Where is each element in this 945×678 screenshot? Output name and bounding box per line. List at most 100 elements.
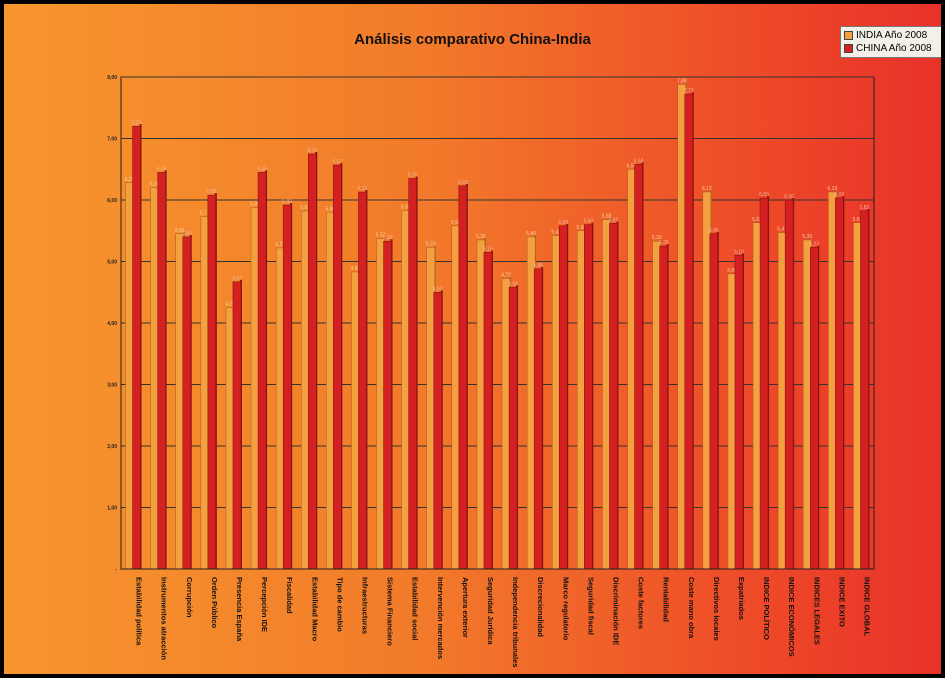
x-tick-label: Independencia tribunales bbox=[511, 577, 520, 667]
data-label: 5,42 bbox=[551, 230, 561, 236]
data-label: 6,13 bbox=[827, 186, 837, 192]
data-label: 7,88 bbox=[677, 78, 687, 84]
x-tick-label: Expatriados bbox=[737, 577, 746, 620]
data-label: 4,88 bbox=[533, 263, 543, 269]
bar-china bbox=[709, 233, 719, 570]
bar-china bbox=[634, 164, 643, 570]
data-label: 4,50 bbox=[433, 286, 443, 292]
bar-china bbox=[759, 197, 769, 570]
data-label: 5,92 bbox=[282, 199, 292, 205]
data-label: 6,75 bbox=[307, 148, 317, 154]
x-tick-label: Discriminación IDE bbox=[611, 577, 620, 645]
x-tick-label: Coste mano obra bbox=[687, 577, 696, 639]
data-label: 5,40 bbox=[182, 231, 192, 237]
x-tick-label: Fiscalidad bbox=[285, 577, 294, 614]
x-tick-label: Coste factores bbox=[637, 577, 646, 629]
data-label: 4,58 bbox=[508, 281, 518, 287]
bar-china bbox=[182, 236, 191, 570]
x-tick-label: Intervención mercados bbox=[436, 577, 445, 659]
data-label: 5,58 bbox=[558, 220, 568, 226]
y-tick-label: 3,00 bbox=[107, 383, 117, 389]
x-tick-label: Tipo de cambio bbox=[335, 577, 344, 632]
bar-china bbox=[458, 185, 468, 570]
data-label: 5,63 bbox=[853, 217, 863, 223]
data-label: 6,45 bbox=[257, 166, 267, 172]
bar-china bbox=[333, 164, 342, 570]
x-tick-label: Estabilidad política bbox=[135, 577, 144, 646]
x-tick-label: Estabilidad Macro bbox=[310, 577, 319, 642]
x-tick-label: Seguridad Jurídica bbox=[486, 577, 495, 645]
bar-china bbox=[784, 199, 794, 570]
x-tick-label: INDICES LEGALES bbox=[812, 577, 821, 645]
data-label: 6,23 bbox=[458, 180, 468, 186]
bar-china bbox=[358, 191, 367, 570]
legend-label-china: CHINA Año 2008 bbox=[856, 43, 932, 54]
data-label: 5,80 bbox=[325, 206, 335, 212]
data-label: 5,10 bbox=[734, 249, 744, 255]
data-label: 6,08 bbox=[207, 189, 217, 195]
data-label: 5,68 bbox=[602, 214, 612, 220]
data-label: 5,83 bbox=[401, 204, 411, 210]
data-label: 6,13 bbox=[358, 186, 368, 192]
legend-label-india: INDIA Año 2008 bbox=[856, 30, 928, 41]
data-label: 5,82 bbox=[300, 205, 310, 211]
data-label: 5,63 bbox=[752, 217, 762, 223]
y-tick-label: 4,00 bbox=[107, 321, 117, 327]
bar-china bbox=[609, 223, 618, 570]
data-label: 5,82 bbox=[860, 205, 870, 211]
y-tick-label: 1,00 bbox=[107, 506, 117, 512]
bar-china bbox=[157, 172, 166, 570]
y-tick-label: 5,00 bbox=[107, 260, 117, 266]
data-label: 6,58 bbox=[634, 158, 644, 164]
data-label: 5,35 bbox=[476, 234, 486, 240]
data-label: 6,20 bbox=[150, 182, 160, 188]
data-label: 5,47 bbox=[777, 227, 787, 233]
x-tick-label: Orden Público bbox=[210, 577, 219, 629]
data-label: 5,58 bbox=[451, 220, 461, 226]
x-tick-label: Marco regulatorio bbox=[561, 577, 570, 641]
data-label: 4,25 bbox=[225, 302, 235, 308]
y-tick-label: 2,00 bbox=[107, 444, 117, 450]
chart-frame: Análisis comparativo China-India - 1,00 2,… bbox=[4, 4, 941, 674]
data-label: 6,28 bbox=[125, 177, 135, 183]
bar-china bbox=[383, 240, 392, 570]
bar-china bbox=[308, 153, 317, 570]
data-label: 4,67 bbox=[232, 276, 242, 282]
data-label: 5,45 bbox=[175, 228, 185, 234]
data-label: 5,23 bbox=[809, 241, 819, 247]
data-label: 6,57 bbox=[332, 159, 342, 165]
data-label: 5,40 bbox=[526, 231, 536, 237]
x-tick-label: Seguridad fiscal bbox=[586, 577, 595, 635]
legend-swatch-india bbox=[844, 31, 853, 40]
x-tick-label: Estabilidad social bbox=[411, 577, 420, 640]
data-label: 5,45 bbox=[709, 228, 719, 234]
data-label: 6,45 bbox=[157, 166, 167, 172]
data-label: 5,33 bbox=[383, 235, 393, 241]
x-tick-label: INDICE GLOBAL bbox=[862, 577, 871, 637]
data-label: 5,33 bbox=[652, 235, 662, 241]
bar-china bbox=[533, 268, 543, 570]
y-tick-label: 6,00 bbox=[107, 198, 117, 204]
bar-china bbox=[734, 255, 744, 570]
x-tick-label: Percepción IDE bbox=[260, 577, 269, 632]
x-tick-label: Rentabilidad bbox=[662, 577, 671, 622]
data-label: 5,23 bbox=[426, 241, 436, 247]
bar-china bbox=[207, 194, 217, 570]
data-label: 5,22 bbox=[275, 242, 285, 248]
data-label: 5,73 bbox=[200, 211, 210, 217]
x-tick-label: Presencia España bbox=[235, 577, 244, 642]
chart-title: Análisis comparativo China-India bbox=[354, 31, 591, 48]
bar-china bbox=[684, 93, 693, 570]
data-label: 5,35 bbox=[802, 234, 812, 240]
x-tick-label: INDICE ECONÓMICOS bbox=[787, 577, 796, 657]
x-tick-label: Directivos locales bbox=[712, 577, 721, 641]
bar-chart: - 1,00 2,00 3,00 4,00 5,00 6,00 7,00 8,00 6,28 7,2… bbox=[107, 75, 875, 667]
data-label: 6,35 bbox=[408, 172, 418, 178]
data-label: 5,25 bbox=[659, 240, 669, 246]
legend-item-china: CHINA Año 2008 bbox=[844, 42, 941, 55]
data-label: 6,03 bbox=[759, 192, 769, 198]
bar-china bbox=[559, 225, 568, 570]
data-label: 6,13 bbox=[702, 186, 712, 192]
data-label: 4,80 bbox=[727, 268, 737, 274]
bar-china bbox=[508, 287, 518, 570]
